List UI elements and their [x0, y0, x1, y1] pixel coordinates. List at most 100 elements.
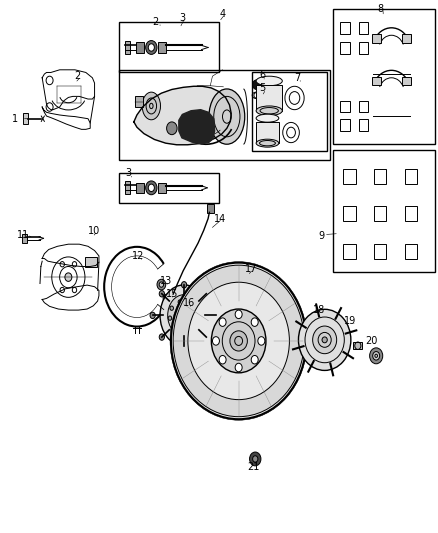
Circle shape	[168, 316, 172, 320]
Bar	[405, 206, 417, 221]
Bar	[374, 244, 386, 259]
Text: 11: 11	[17, 230, 29, 240]
Bar	[125, 41, 131, 54]
Ellipse shape	[209, 89, 245, 144]
Ellipse shape	[168, 295, 201, 336]
Bar	[359, 119, 368, 131]
Text: 13: 13	[159, 277, 172, 286]
Bar	[374, 206, 386, 221]
Circle shape	[159, 290, 164, 297]
Bar	[256, 122, 279, 143]
Circle shape	[184, 327, 187, 332]
Text: 20: 20	[365, 336, 377, 346]
Circle shape	[251, 356, 258, 364]
Text: 19: 19	[344, 316, 356, 326]
Ellipse shape	[188, 282, 290, 400]
Circle shape	[235, 364, 242, 372]
Circle shape	[170, 306, 173, 310]
Circle shape	[174, 325, 177, 329]
Circle shape	[146, 41, 157, 54]
Circle shape	[148, 44, 154, 51]
Circle shape	[373, 352, 380, 360]
Ellipse shape	[256, 106, 283, 116]
Circle shape	[253, 80, 261, 90]
Circle shape	[196, 308, 199, 312]
Circle shape	[370, 348, 383, 364]
Text: 1: 1	[11, 114, 18, 124]
Bar	[359, 101, 368, 112]
Ellipse shape	[142, 92, 160, 120]
Circle shape	[219, 356, 226, 364]
Bar	[119, 22, 219, 72]
Circle shape	[250, 452, 261, 466]
Polygon shape	[179, 110, 215, 144]
Bar	[158, 182, 166, 193]
Ellipse shape	[256, 76, 283, 86]
Bar	[22, 114, 28, 124]
Bar	[125, 181, 131, 194]
Circle shape	[163, 294, 170, 303]
Ellipse shape	[322, 337, 327, 343]
Circle shape	[205, 122, 214, 133]
Bar	[359, 42, 368, 54]
Bar	[135, 96, 143, 107]
Text: 14: 14	[214, 214, 226, 224]
Circle shape	[213, 312, 218, 319]
Text: 3: 3	[179, 13, 185, 23]
Bar	[136, 42, 144, 53]
Circle shape	[178, 300, 182, 304]
Bar	[353, 342, 362, 350]
Circle shape	[253, 456, 258, 462]
Circle shape	[204, 334, 209, 340]
Bar	[21, 234, 27, 243]
Circle shape	[235, 310, 242, 319]
Circle shape	[159, 282, 163, 287]
Text: 2: 2	[152, 17, 159, 27]
Circle shape	[166, 122, 177, 135]
Text: 9: 9	[318, 231, 325, 241]
Circle shape	[181, 281, 187, 288]
Bar	[256, 85, 283, 111]
Bar	[252, 72, 327, 151]
Ellipse shape	[173, 265, 304, 417]
Text: 16: 16	[183, 297, 195, 308]
Circle shape	[188, 301, 192, 305]
Circle shape	[157, 279, 166, 290]
Bar	[374, 169, 386, 184]
Bar	[158, 42, 166, 53]
Text: 8: 8	[378, 4, 384, 14]
Bar	[402, 34, 411, 43]
Bar	[372, 34, 381, 43]
Polygon shape	[134, 86, 231, 145]
Circle shape	[168, 294, 175, 303]
Circle shape	[150, 312, 155, 319]
Bar	[332, 9, 435, 144]
Ellipse shape	[160, 285, 208, 346]
Text: 17: 17	[245, 264, 257, 274]
Bar	[119, 173, 219, 203]
Bar	[332, 150, 435, 272]
Circle shape	[181, 343, 187, 349]
Ellipse shape	[171, 263, 306, 419]
Ellipse shape	[298, 309, 351, 370]
Text: 3: 3	[125, 168, 131, 179]
Bar	[207, 204, 214, 213]
Ellipse shape	[256, 139, 279, 147]
Circle shape	[193, 322, 197, 327]
Circle shape	[146, 181, 157, 195]
Bar	[343, 169, 356, 184]
Text: 7: 7	[294, 73, 301, 83]
Circle shape	[65, 273, 72, 281]
Text: 5: 5	[260, 83, 266, 93]
Ellipse shape	[175, 304, 193, 327]
Bar	[343, 206, 356, 221]
Bar	[372, 77, 381, 85]
Bar	[136, 182, 144, 193]
Bar	[340, 101, 350, 112]
Text: 18: 18	[313, 305, 325, 315]
Bar	[359, 22, 368, 34]
Circle shape	[251, 318, 258, 326]
Text: 12: 12	[132, 251, 145, 261]
Text: 4: 4	[219, 9, 226, 19]
Text: 15: 15	[166, 289, 178, 299]
